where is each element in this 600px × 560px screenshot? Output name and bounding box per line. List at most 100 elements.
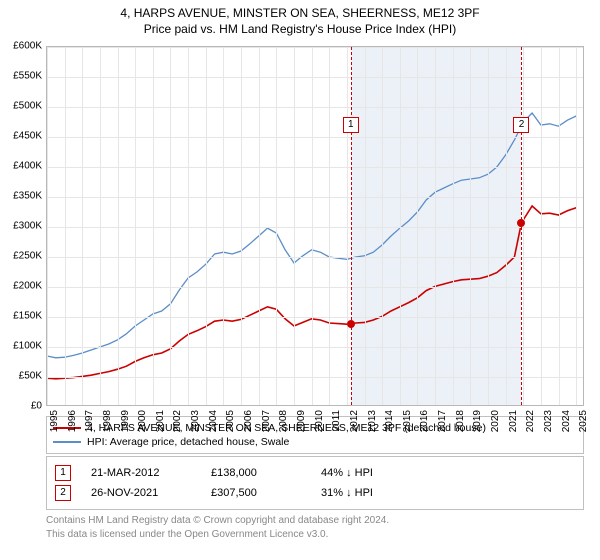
xtick-label: 2016: [419, 410, 430, 432]
gridline-h: [47, 107, 583, 108]
gridline-h: [47, 197, 583, 198]
gridline-v: [312, 47, 313, 405]
ytick-label: £500K: [0, 101, 42, 112]
gridline-v: [276, 47, 277, 405]
xtick-label: 2008: [278, 410, 289, 432]
ytick-label: £300K: [0, 221, 42, 232]
gridline-v: [365, 47, 366, 405]
xtick-label: 2012: [349, 410, 360, 432]
gridline-v: [241, 47, 242, 405]
sale-date-2: 26-NOV-2021: [91, 487, 191, 499]
gridline-h: [47, 287, 583, 288]
sale-marker-dot: [517, 219, 525, 227]
xtick-label: 2005: [225, 410, 236, 432]
sale-marker-1: 1: [55, 465, 71, 481]
xtick-label: 2001: [155, 410, 166, 432]
xtick-label: 2021: [508, 410, 519, 432]
footer-attribution: Contains HM Land Registry data © Crown c…: [46, 514, 584, 541]
sale-row-1: 1 21-MAR-2012 £138,000 44% ↓ HPI: [55, 463, 575, 483]
chart-title-line2: Price paid vs. HM Land Registry's House …: [0, 20, 600, 36]
xtick-label: 2003: [190, 410, 201, 432]
gridline-h: [47, 47, 583, 48]
ytick-label: £550K: [0, 71, 42, 82]
gridline-v: [435, 47, 436, 405]
ytick-label: £0: [0, 401, 42, 412]
sales-box: 1 21-MAR-2012 £138,000 44% ↓ HPI 2 26-NO…: [46, 456, 584, 510]
footer-line2: This data is licensed under the Open Gov…: [46, 528, 584, 542]
xtick-label: 2009: [296, 410, 307, 432]
ytick-label: £200K: [0, 281, 42, 292]
sale-marker-box: 1: [343, 117, 359, 133]
xtick-label: 2023: [543, 410, 554, 432]
gridline-v: [417, 47, 418, 405]
sale-vline: [351, 47, 352, 405]
sale-delta-2: 31% ↓ HPI: [321, 487, 411, 499]
xtick-label: 2014: [384, 410, 395, 432]
ytick-label: £50K: [0, 371, 42, 382]
xtick-label: 2006: [243, 410, 254, 432]
ytick-label: £400K: [0, 161, 42, 172]
gridline-v: [329, 47, 330, 405]
sale-price-1: £138,000: [211, 467, 301, 479]
xtick-label: 2022: [525, 410, 536, 432]
gridline-v: [488, 47, 489, 405]
sale-date-1: 21-MAR-2012: [91, 467, 191, 479]
sale-marker-box: 2: [513, 117, 529, 133]
gridline-v: [188, 47, 189, 405]
ytick-label: £350K: [0, 191, 42, 202]
gridline-v: [541, 47, 542, 405]
legend-label-hpi: HPI: Average price, detached house, Swal…: [87, 436, 289, 448]
xtick-label: 1999: [120, 410, 131, 432]
xtick-label: 2011: [331, 410, 342, 432]
sale-price-2: £307,500: [211, 487, 301, 499]
sale-marker-dot: [347, 320, 355, 328]
gridline-v: [382, 47, 383, 405]
xtick-label: 2020: [490, 410, 501, 432]
gridline-h: [47, 167, 583, 168]
xtick-label: 2004: [208, 410, 219, 432]
xtick-label: 2024: [561, 410, 572, 432]
gridline-v: [453, 47, 454, 405]
xtick-label: 2018: [455, 410, 466, 432]
gridline-h: [47, 347, 583, 348]
gridline-v: [47, 47, 48, 405]
xtick-label: 2025: [578, 410, 589, 432]
gridline-v: [506, 47, 507, 405]
gridline-h: [47, 377, 583, 378]
xtick-label: 2019: [472, 410, 483, 432]
ytick-label: £100K: [0, 341, 42, 352]
gridline-v: [576, 47, 577, 405]
chart-container: 4, HARPS AVENUE, MINSTER ON SEA, SHEERNE…: [0, 0, 600, 560]
xtick-label: 2015: [402, 410, 413, 432]
xtick-label: 1997: [84, 410, 95, 432]
plot-region: 12: [46, 46, 584, 406]
gridline-h: [47, 257, 583, 258]
gridline-v: [259, 47, 260, 405]
gridline-h: [47, 317, 583, 318]
sale-row-2: 2 26-NOV-2021 £307,500 31% ↓ HPI: [55, 483, 575, 503]
gridline-v: [400, 47, 401, 405]
sale-marker-2: 2: [55, 485, 71, 501]
xtick-label: 1996: [67, 410, 78, 432]
chart-area: 12: [46, 46, 584, 406]
ytick-label: £150K: [0, 311, 42, 322]
gridline-v: [65, 47, 66, 405]
gridline-v: [118, 47, 119, 405]
sale-delta-1: 44% ↓ HPI: [321, 467, 411, 479]
gridline-v: [100, 47, 101, 405]
xtick-label: 2010: [314, 410, 325, 432]
xtick-label: 2000: [137, 410, 148, 432]
gridline-h: [47, 137, 583, 138]
gridline-h: [47, 77, 583, 78]
gridline-v: [170, 47, 171, 405]
gridline-v: [223, 47, 224, 405]
gridline-v: [153, 47, 154, 405]
gridline-v: [347, 47, 348, 405]
xtick-label: 2017: [437, 410, 448, 432]
legend-swatch-hpi: [53, 441, 81, 443]
gridline-v: [470, 47, 471, 405]
gridline-v: [294, 47, 295, 405]
gridline-v: [82, 47, 83, 405]
gridline-v: [559, 47, 560, 405]
gridline-h: [47, 227, 583, 228]
